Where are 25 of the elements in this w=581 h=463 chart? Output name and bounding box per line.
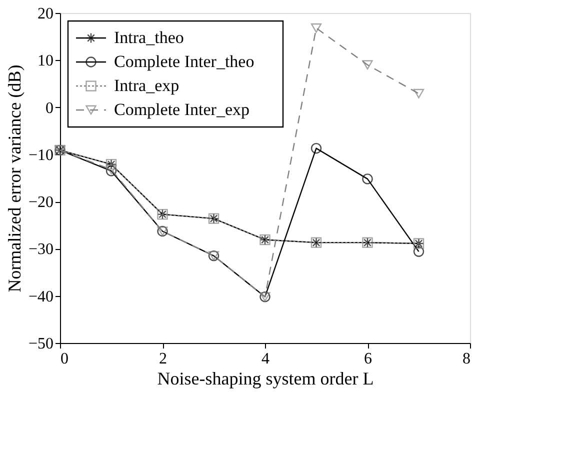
y-tick-label: −20: [28, 194, 54, 212]
x-axis-title: Noise-shaping system order L: [157, 368, 374, 388]
point: [310, 23, 322, 33]
x-tick-label: 2: [159, 350, 167, 368]
legend-label: Complete Inter_theo: [114, 52, 254, 71]
y-tick-label: −10: [28, 146, 54, 164]
x-tick-label: 0: [60, 350, 68, 368]
point: [413, 246, 424, 257]
y-tick-label: −40: [28, 288, 54, 306]
legend-label: Intra_theo: [114, 28, 184, 47]
point: [310, 142, 322, 154]
x-tick-label: 4: [262, 350, 270, 368]
x-tick-label: 8: [462, 350, 470, 368]
y-tick-label: 10: [38, 52, 54, 70]
point: [362, 60, 373, 70]
point: [413, 88, 424, 98]
point: [362, 174, 373, 184]
y-axis-title: Normalized error variance (dB): [4, 64, 24, 292]
legend-label: Intra_exp: [114, 76, 180, 95]
y-tick-label: 0: [46, 100, 54, 117]
y-tick-label: −30: [28, 241, 54, 258]
y-tick-label: 20: [38, 6, 54, 22]
x-tick-label: 6: [364, 350, 372, 368]
y-tick-label: −50: [28, 336, 54, 352]
legend-label: Complete Inter_exp: [114, 100, 250, 119]
